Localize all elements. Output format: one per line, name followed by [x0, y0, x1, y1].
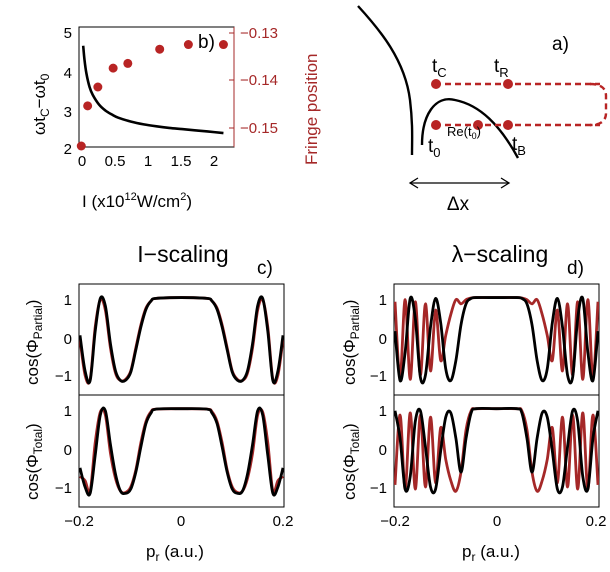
b-ytick-3: 3: [64, 104, 72, 121]
panel-d-ylabel-top: cos(ΦPartial): [340, 300, 362, 385]
panel-c-top-plot: [79, 295, 284, 385]
b-y2tick-015: −0.15: [240, 120, 278, 137]
svg-text:0: 0: [379, 331, 387, 348]
panel-d-top-plot: [394, 295, 599, 385]
b-series-black-line: [81, 45, 224, 135]
panel-b-right-ticks: −0.13 −0.14 −0.15: [240, 25, 278, 137]
panel-c-yticks: 1 0 −1 1 0 −1: [55, 292, 72, 497]
panel-d-title: λ−scaling: [452, 241, 549, 267]
panel-d-yticks: 1 0 −1 1 0 −1: [370, 292, 387, 497]
svg-text:0: 0: [177, 513, 185, 530]
panel-d-ylabel-bottom: cos(ΦTotal): [340, 423, 362, 500]
panel-c-xticks: −0.2 0 0.2: [64, 513, 293, 530]
svg-text:−0.2: −0.2: [380, 513, 410, 530]
b-ytick-2: 2: [64, 141, 72, 158]
panel-c-ylabel-top: cos(ΦPartial): [23, 300, 45, 385]
panel-a-dot-re: [473, 120, 483, 130]
b-xtick-05: 0.5: [105, 153, 126, 170]
panel-a-label-re: Re(t0): [447, 124, 481, 141]
b-point-4: [123, 58, 133, 68]
d-total-series-black-line: [394, 406, 599, 495]
panel-b: 5 4 3 2 −0.13 −0.14 −0.15 0 0.5 1 1.5 2 …: [30, 25, 321, 211]
panel-a-right-connector: [589, 82, 608, 127]
b-point-0: [76, 141, 86, 151]
b-point-2: [93, 82, 103, 92]
b-xtick-0: 0: [78, 153, 86, 170]
b-point-6: [183, 40, 193, 50]
panel-b-ylabel-left: ωtC−ωt0: [30, 73, 52, 135]
panel-d-xticks: −0.2 0 0.2: [380, 513, 606, 530]
panel-a: a) tC tR t0 Re(t0) tB Δx: [357, 5, 608, 215]
panel-a-dot-tb: [503, 120, 513, 130]
panel-b-xlabel: I (x1012W/cm2): [82, 191, 192, 211]
panel-c-top-frame: [78, 283, 285, 396]
b-point-1: [83, 101, 93, 111]
panel-a-letter: a): [552, 34, 569, 55]
panel-a-inner-curve: [420, 98, 520, 159]
panel-d: λ−scaling d) 1 0 −1 1 0 −1 −0.2 0 0.2 co…: [340, 241, 606, 564]
b-xtick-15: 1.5: [171, 153, 192, 170]
b-xtick-2: 2: [210, 153, 218, 170]
b-xtick-1: 1: [144, 153, 152, 170]
svg-text:0.2: 0.2: [586, 513, 607, 530]
c-partial-series-black-line: [79, 295, 284, 385]
panel-d-xlabel: pr (a.u.): [462, 542, 520, 564]
svg-text:0: 0: [379, 442, 387, 459]
panel-a-dx-label: Δx: [447, 194, 470, 215]
b-y2tick-014: −0.14: [240, 72, 278, 89]
panel-c-ylabel-bottom: cos(ΦTotal): [23, 423, 45, 500]
panel-c-bottom-plot: [79, 406, 284, 497]
b-y2tick-013: −0.13: [240, 25, 278, 42]
svg-text:1: 1: [379, 292, 387, 309]
panel-a-dot-tr: [503, 79, 513, 89]
svg-text:1: 1: [64, 403, 72, 420]
svg-text:−1: −1: [55, 368, 72, 385]
svg-text:1: 1: [64, 292, 72, 309]
panel-b-right-tickmarks: [229, 32, 234, 129]
panel-a-label-tb: tB: [512, 134, 526, 158]
b-ytick-4: 4: [64, 65, 72, 82]
svg-text:−1: −1: [370, 480, 387, 497]
svg-text:−1: −1: [55, 480, 72, 497]
panel-c-title: I−scaling: [137, 241, 228, 267]
svg-text:0.2: 0.2: [273, 513, 294, 530]
b-point-5: [155, 44, 165, 54]
panel-b-ylabel-right: Fringe position: [302, 53, 321, 165]
svg-text:0: 0: [64, 442, 72, 459]
panel-a-dx-arrow: [408, 177, 511, 189]
panel-d-bottom-plot: [394, 406, 599, 495]
panel-b-plot-area: [76, 40, 228, 151]
panel-c-letter: c): [257, 258, 273, 279]
svg-text:0: 0: [64, 331, 72, 348]
panel-a-label-t0: t0: [428, 136, 441, 160]
c-total-series-black-line: [79, 406, 284, 497]
panel-c-bottom-frame: [78, 394, 285, 508]
d-partial-series-black-line: [394, 295, 599, 385]
panel-a-dot-tc: [431, 79, 441, 89]
panel-b-left-ticks: 5 4 3 2: [64, 25, 72, 158]
panel-b-xticks: 0 0.5 1 1.5 2: [78, 153, 218, 170]
panel-a-label-tc: tC: [432, 56, 447, 80]
panel-a-label-tr: tR: [494, 56, 509, 80]
b-point-3: [108, 63, 118, 73]
b-point-7: [218, 40, 228, 50]
svg-text:−1: −1: [370, 368, 387, 385]
panel-c-xlabel: pr (a.u.): [146, 542, 204, 564]
svg-text:0: 0: [493, 513, 501, 530]
panel-a-outer-curve: [357, 5, 414, 156]
panel-a-dot-t0: [431, 120, 441, 130]
svg-text:−0.2: −0.2: [64, 513, 94, 530]
panel-b-letter: b): [198, 32, 215, 53]
panel-d-letter: d): [567, 258, 584, 279]
svg-text:1: 1: [379, 403, 387, 420]
b-ytick-5: 5: [64, 25, 72, 42]
panel-c: I−scaling c) 1 0 −1 1 0 −1 −0.2 0 0.2 co…: [23, 241, 293, 564]
